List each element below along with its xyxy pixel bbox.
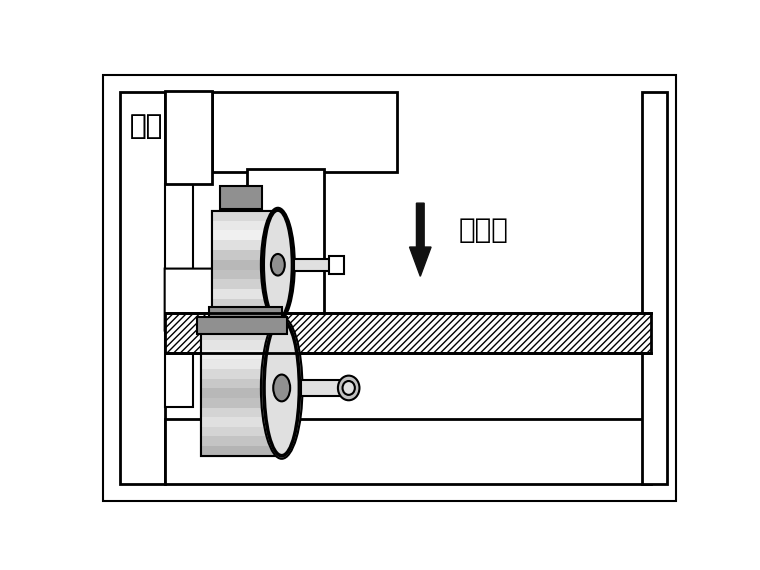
Bar (201, 417, 282, 428)
Bar (120, 92, 165, 484)
Bar (201, 437, 282, 446)
Ellipse shape (264, 211, 292, 319)
Bar (212, 211, 278, 221)
Bar (201, 321, 282, 455)
Bar (201, 398, 282, 408)
Bar (165, 419, 651, 484)
Bar (165, 314, 651, 353)
Bar (201, 360, 282, 369)
Bar (201, 321, 282, 455)
Text: 滚轮: 滚轮 (129, 112, 163, 140)
Bar (212, 211, 278, 319)
Bar (201, 369, 282, 379)
Bar (212, 309, 278, 319)
Bar (201, 340, 282, 350)
Bar (301, 380, 347, 396)
Ellipse shape (274, 374, 290, 401)
Bar (212, 279, 278, 290)
Bar (212, 230, 278, 241)
Bar (247, 169, 324, 315)
Bar (212, 270, 278, 280)
FancyArrow shape (410, 203, 431, 276)
Bar (208, 307, 282, 323)
Ellipse shape (264, 321, 299, 455)
Ellipse shape (262, 209, 293, 320)
Text: 下压力: 下压力 (459, 216, 508, 244)
Bar (201, 331, 282, 341)
Bar (212, 299, 278, 310)
Bar (212, 289, 278, 299)
Bar (212, 92, 397, 172)
Ellipse shape (261, 317, 302, 459)
Bar (165, 314, 651, 353)
Polygon shape (165, 268, 212, 330)
Bar (165, 184, 193, 268)
Bar (201, 388, 282, 398)
Bar (201, 321, 282, 331)
Bar (201, 378, 282, 389)
Bar (212, 221, 278, 231)
Bar (328, 255, 344, 274)
Bar (212, 211, 278, 319)
Ellipse shape (343, 381, 355, 395)
Ellipse shape (338, 376, 359, 400)
Polygon shape (165, 92, 212, 184)
Text: 滚轮: 滚轮 (129, 112, 163, 140)
Bar (197, 317, 287, 334)
Bar (165, 330, 193, 407)
Bar (212, 260, 278, 270)
Bar (212, 240, 278, 250)
Bar (201, 446, 282, 456)
Bar (294, 259, 337, 271)
Bar (201, 427, 282, 437)
Bar (201, 408, 282, 418)
Bar (201, 350, 282, 360)
Bar (642, 92, 667, 484)
Bar (212, 250, 278, 260)
Ellipse shape (271, 254, 285, 275)
Ellipse shape (261, 208, 295, 321)
Bar (220, 186, 262, 209)
Ellipse shape (263, 319, 300, 457)
